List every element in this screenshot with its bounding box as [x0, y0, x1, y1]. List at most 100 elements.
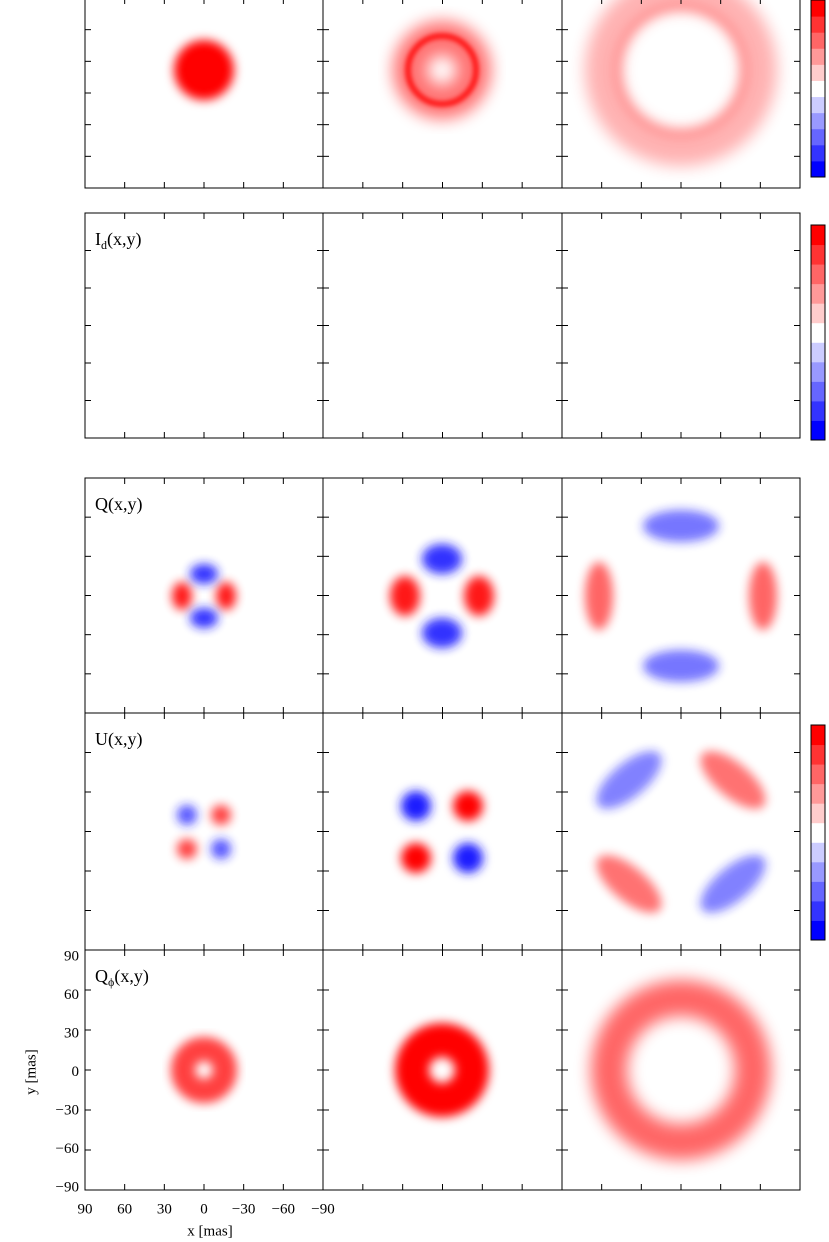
- lobe: [453, 791, 483, 821]
- lobe: [401, 843, 431, 873]
- colorbar-cell: [811, 361, 825, 382]
- colorbar-cell: [811, 803, 825, 824]
- colorbar-cell: [811, 283, 825, 304]
- label-base: I: [95, 229, 101, 249]
- label-base: Q: [95, 494, 108, 514]
- panel-frame: [322, 477, 563, 714]
- label-base: U: [95, 729, 108, 749]
- colorbar-frame: [810, 724, 826, 941]
- lobe: [211, 839, 231, 859]
- panel-images: [171, 0, 777, 1160]
- x-axis-label: x [mas]: [187, 1223, 232, 1239]
- panel-label: Id(x,y): [95, 229, 142, 252]
- colorbar-cell: [811, 420, 825, 441]
- colorbar-cell: [811, 900, 825, 921]
- lobe: [453, 843, 483, 873]
- y-tick-label: 90: [64, 948, 79, 964]
- lobe: [749, 562, 777, 630]
- colorbar-cell: [811, 48, 825, 65]
- label-subscript: ϕ: [108, 975, 114, 989]
- y-tick-label: 60: [64, 987, 79, 1003]
- colorbar-cell: [811, 112, 825, 130]
- lobe: [177, 839, 197, 859]
- colorbar-cell: [811, 225, 825, 246]
- colorbar-frame: [810, 0, 826, 178]
- colorbar-cell: [811, 80, 825, 98]
- colorbar-cell: [811, 244, 825, 265]
- lobe: [172, 582, 192, 610]
- lobe: [422, 618, 462, 648]
- panel-frame: [322, 212, 563, 439]
- panel-frame: [322, 949, 563, 1191]
- colorbar-cell: [811, 303, 825, 324]
- label-rest: (x,y): [108, 729, 143, 750]
- y-tick-label: −90: [56, 1179, 79, 1195]
- lobe: [643, 650, 719, 682]
- colorbar-cell: [811, 322, 825, 343]
- x-tick-label: −30: [232, 1201, 255, 1217]
- label-rest: (x,y): [108, 494, 143, 515]
- colorbar-cell: [811, 822, 825, 843]
- colorbar-cell: [811, 16, 825, 33]
- lobe: [422, 544, 462, 574]
- colorbar-cell: [811, 264, 825, 285]
- y-tick-label: 0: [72, 1064, 80, 1080]
- colorbar-cell: [811, 744, 825, 765]
- lobe: [216, 582, 236, 610]
- lobe: [700, 855, 766, 913]
- panel-frame: [561, 212, 801, 439]
- colorbar-cell: [811, 160, 825, 178]
- panel-frames: [84, 0, 826, 1191]
- lobe: [177, 805, 197, 825]
- lobe: [174, 40, 234, 100]
- ring: [591, 980, 771, 1160]
- label-subscript: d: [101, 238, 107, 252]
- panel-frame: [561, 712, 801, 951]
- colorbar-cell: [811, 920, 825, 941]
- panel-label: Q(x,y): [95, 494, 143, 515]
- lobe: [390, 576, 420, 616]
- lobe: [643, 510, 719, 542]
- lobe: [464, 576, 494, 616]
- x-tick-label: 30: [157, 1201, 172, 1217]
- label-rest: (x,y): [107, 229, 142, 250]
- panel-label: U(x,y): [95, 729, 143, 750]
- lobe: [401, 791, 431, 821]
- y-axis-label: y [mas]: [23, 1049, 39, 1094]
- colorbar-cell: [811, 764, 825, 785]
- lobe: [211, 805, 231, 825]
- colorbar-cell: [811, 881, 825, 902]
- ring: [393, 21, 491, 119]
- panel-label: Qϕ(x,y): [95, 966, 149, 989]
- lobe: [700, 751, 766, 809]
- label-rest: (x,y): [114, 966, 149, 987]
- lobe: [190, 564, 218, 584]
- colorbar-cell: [811, 783, 825, 804]
- ring: [395, 1023, 489, 1117]
- x-tick-label: 90: [78, 1201, 93, 1217]
- colorbar-cell: [811, 0, 825, 17]
- x-tick-label: −90: [311, 1201, 334, 1217]
- lobe: [190, 608, 218, 628]
- colorbar-cell: [811, 725, 825, 746]
- colorbar-cell: [811, 64, 825, 81]
- colorbar-frame: [810, 224, 826, 441]
- colorbar-cell: [811, 32, 825, 49]
- ring: [171, 1037, 237, 1103]
- x-tick-label: −60: [272, 1201, 295, 1217]
- label-base: Q: [95, 966, 108, 986]
- lobe: [585, 562, 613, 630]
- colorbar-cell: [811, 128, 825, 146]
- y-tick-label: 30: [64, 1025, 79, 1041]
- panel-frame: [322, 712, 563, 951]
- lobe: [596, 855, 662, 913]
- colorbar-cell: [811, 861, 825, 882]
- x-tick-label: 60: [117, 1201, 132, 1217]
- colorbar-cell: [811, 842, 825, 863]
- y-tick-label: −60: [56, 1141, 79, 1157]
- ring: [585, 0, 777, 166]
- colorbar-cell: [811, 400, 825, 421]
- colorbar-cell: [811, 96, 825, 114]
- colorbar-cell: [811, 342, 825, 363]
